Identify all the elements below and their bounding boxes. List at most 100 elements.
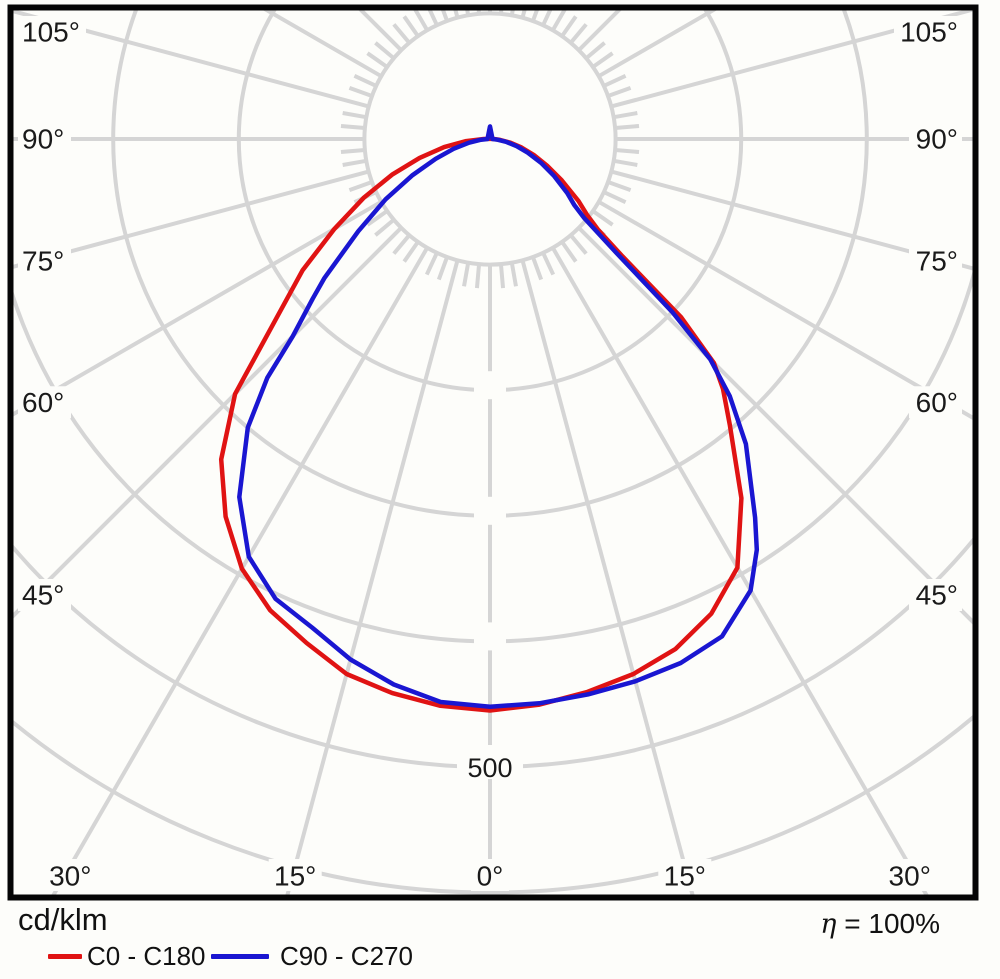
legend-label-c90-c270: C90 - C270: [280, 941, 413, 971]
angle-label-bg: [894, 16, 962, 48]
angle-tick: [402, 15, 420, 38]
angle-label-bg: [658, 859, 712, 891]
angle-tick: [591, 51, 614, 69]
radial-line: [610, 169, 973, 271]
angle-tick: [353, 73, 378, 88]
angle-label-bg: [18, 123, 71, 155]
radial-line: [13, 200, 383, 417]
angle-label: 30°: [49, 861, 91, 892]
angle-tick: [392, 233, 411, 255]
angle-tick: [374, 41, 396, 60]
angle-tick: [366, 51, 389, 69]
angle-tick: [441, 10, 449, 22]
angle-label-bg: [909, 245, 962, 278]
angle-label: 75°: [916, 246, 958, 277]
ring-label: 500: [467, 753, 512, 783]
angle-tick: [560, 240, 578, 263]
angle-tick: [340, 147, 366, 155]
radial-line: [520, 259, 695, 895]
angle-tick: [591, 209, 614, 227]
angle-tick: [607, 85, 632, 98]
angle-tick: [613, 111, 638, 120]
radial-line: [13, 226, 403, 619]
radial-line: [577, 226, 973, 625]
angle-tick: [392, 23, 411, 45]
eta-symbol: η: [820, 909, 837, 940]
angle-label-bg: [18, 579, 71, 611]
angle-tick: [613, 158, 638, 167]
angle-tick: [614, 147, 640, 155]
angle-label: 15°: [664, 861, 706, 892]
angle-label: 105°: [900, 17, 958, 48]
angle-tick: [498, 263, 506, 289]
angle-tick: [541, 10, 553, 27]
angle-label: 15°: [274, 861, 316, 892]
polar-chart: 500 105° 105° 90° 90° 75° 75° 60° 60° 45° 45° 30° 15…: [7, 4, 979, 901]
angle-tick: [602, 190, 627, 205]
eta-value: = 100%: [836, 908, 940, 939]
angle-tick: [531, 10, 539, 22]
angle-label: 60°: [22, 387, 64, 418]
angle-tick: [465, 10, 471, 16]
angle-tick: [474, 263, 482, 289]
angle-label-bg: [18, 245, 71, 278]
legend-label-c0-c180: C0 - C180: [87, 941, 206, 971]
angle-tick: [402, 240, 420, 263]
angle-tick: [531, 256, 544, 281]
angle-label: 90°: [916, 124, 958, 155]
radial-line: [597, 200, 973, 420]
angle-label-bg: [18, 16, 86, 48]
angle-tick: [424, 251, 439, 276]
angle-label-bg: [268, 859, 322, 891]
angle-tick: [462, 262, 471, 287]
angle-tick: [614, 123, 640, 131]
radial-line: [13, 169, 370, 269]
grid-ring: [13, 271, 973, 644]
angle-label-bg: [471, 859, 509, 891]
angle-tick: [342, 111, 367, 120]
radial-line: [13, 10, 370, 109]
angle-tick: [607, 180, 632, 193]
radial-line: [551, 246, 929, 895]
plot-area: 500 105° 105° 90° 90° 75° 75° 60° 60° 45° 45° 30° 15…: [13, 10, 973, 895]
plot-frame: [7, 4, 979, 901]
angle-tick: [340, 123, 366, 131]
unit-label: cd/klm: [18, 902, 108, 937]
angle-tick: [584, 41, 606, 60]
angle-label-bg: [883, 859, 937, 891]
angle-tick: [427, 10, 439, 27]
angle-tick: [366, 209, 389, 227]
radial-line: [285, 259, 460, 895]
legend-swatch-c0-c180: [48, 954, 82, 959]
angle-label-bg: [909, 123, 962, 155]
angle-tick: [560, 15, 578, 38]
angle-label-bg: [909, 386, 962, 419]
ring-label-bg: [457, 745, 523, 779]
axis-gap: [474, 371, 506, 400]
axis-gap: [474, 496, 506, 525]
radial-line: [610, 10, 973, 109]
angle-label: 105°: [22, 17, 80, 48]
angle-label-bg: [909, 579, 962, 611]
angle-tick: [342, 158, 367, 167]
angle-label: 0°: [477, 861, 504, 892]
angle-label: 45°: [916, 580, 958, 611]
angle-tick: [602, 73, 627, 88]
angle-tick: [348, 85, 373, 98]
radial-line: [51, 246, 429, 895]
angle-label: 90°: [22, 124, 64, 155]
angle-label: 60°: [916, 387, 958, 418]
angle-tick: [569, 23, 588, 45]
angle-tick: [541, 251, 556, 276]
angle-tick: [569, 233, 588, 255]
angle-label: 75°: [22, 246, 64, 277]
angle-label: 45°: [22, 580, 64, 611]
curve-c90-c270: [237, 124, 760, 709]
angle-tick: [436, 256, 449, 281]
legend-swatch-c90-c270: [211, 954, 269, 959]
angle-label-bg: [18, 386, 71, 419]
angle-tick: [509, 262, 518, 287]
angle-tick: [374, 218, 396, 237]
efficiency-label: η = 100%: [700, 908, 940, 940]
